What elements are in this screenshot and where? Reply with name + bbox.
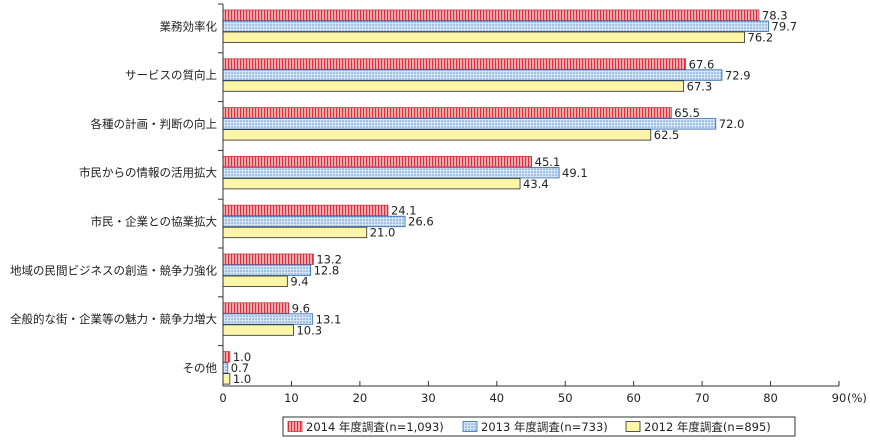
bar-2-2 xyxy=(222,69,723,81)
value-label: 13.1 xyxy=(316,312,342,326)
bar-1-3 xyxy=(222,107,672,119)
value-label: 78.3 xyxy=(762,9,788,23)
x-tick-label: 0 xyxy=(219,391,226,405)
bar-3-5 xyxy=(222,226,368,239)
value-label: 13.2 xyxy=(316,253,342,267)
bar-3-4 xyxy=(222,177,521,190)
value-label: 10.3 xyxy=(296,323,322,337)
x-tick-label: 30 xyxy=(421,391,436,405)
bar-2-4 xyxy=(222,166,560,179)
value-label: 43.4 xyxy=(523,177,549,191)
bar-1-7 xyxy=(222,302,290,314)
bar-2-1 xyxy=(222,20,769,32)
bar-3-8 xyxy=(222,373,231,385)
x-axis: 0 10 20 30 40 50 60 70 80 90 (%) xyxy=(218,3,867,405)
bar-3-7 xyxy=(222,324,294,336)
value-label: 9.6 xyxy=(292,301,310,315)
value-label: 62.5 xyxy=(654,128,680,142)
bar-3-1 xyxy=(222,31,745,43)
category-label: 市民からの情報の活用拡大 xyxy=(79,166,217,180)
category-label: 地域の民間ビジネスの創造・競争力強化 xyxy=(10,263,217,277)
bar-1-2 xyxy=(222,58,687,70)
bar-3-2 xyxy=(222,80,685,92)
value-label: 79.7 xyxy=(772,20,798,34)
value-label: 21.0 xyxy=(370,226,396,240)
category-label: サービスの質向上 xyxy=(125,68,217,82)
legend-box xyxy=(282,416,796,437)
bar-1-6 xyxy=(222,253,314,265)
value-label: 1.0 xyxy=(233,350,251,364)
bar-1-1 xyxy=(222,9,760,21)
category-labels-group: 業務効率化サービスの質向上各種の計画・判断の向上市民からの情報の活用拡大市民・企… xyxy=(10,19,217,375)
value-label: 12.8 xyxy=(314,264,340,278)
value-label: 72.9 xyxy=(725,68,751,82)
bars-group xyxy=(222,9,769,385)
legend-swatch-2 xyxy=(462,421,478,432)
x-unit-label: (%) xyxy=(847,391,867,405)
x-tick-label: 10 xyxy=(284,391,299,405)
value-label: 1.0 xyxy=(233,372,251,386)
x-tick-label: 70 xyxy=(695,391,710,405)
bar-2-8 xyxy=(222,362,229,374)
x-tick-label: 20 xyxy=(353,391,368,405)
legend: 2014 年度調査(n=1,093) 2013 年度調査(n=733) 2012 年… xyxy=(282,416,796,437)
value-labels-group: 78.379.776.2 67.6 72.9 67.3 65.5 72.0 62.5 45.1… xyxy=(231,9,797,387)
category-label: 各種の計画・判断の向上 xyxy=(91,117,218,131)
value-label: 76.2 xyxy=(748,31,774,45)
legend-swatch-1 xyxy=(287,421,303,432)
x-tick-label: 60 xyxy=(626,391,641,405)
category-label: 業務効率化 xyxy=(160,19,218,33)
category-label: 市民・企業との協業拡大 xyxy=(91,214,218,228)
value-label: 26.6 xyxy=(408,215,434,229)
bar-3-3 xyxy=(222,129,652,141)
bar-1-4 xyxy=(222,155,533,168)
bar-3-6 xyxy=(222,275,288,287)
legend-label-1: 2014 年度調査(n=1,093) xyxy=(306,420,444,434)
bar-1-8 xyxy=(222,351,231,363)
value-label: 24.1 xyxy=(391,204,417,218)
legend-swatch-3 xyxy=(625,421,641,432)
category-label: 全般的な街・企業等の魅力・競争力増大 xyxy=(10,312,217,326)
x-tick-label: 40 xyxy=(489,391,504,405)
value-label: 67.6 xyxy=(689,57,715,71)
category-label: その他 xyxy=(183,361,218,375)
x-tick-label: 50 xyxy=(558,391,573,405)
value-label: 49.1 xyxy=(562,166,588,180)
legend-label-2: 2013 年度調査(n=733) xyxy=(481,420,608,434)
x-tick-label: 90 xyxy=(832,391,847,405)
bar-1-5 xyxy=(222,204,389,217)
value-label: 65.5 xyxy=(674,106,700,120)
value-label: 72.0 xyxy=(719,117,745,131)
legend-label-3: 2012 年度調査(n=895) xyxy=(644,420,771,434)
value-label: 45.1 xyxy=(535,155,561,169)
value-label: 67.3 xyxy=(687,79,713,93)
x-tick-label: 80 xyxy=(763,391,778,405)
value-label: 9.4 xyxy=(290,275,308,289)
value-label: 0.7 xyxy=(231,361,249,375)
bar-2-3 xyxy=(222,118,717,130)
